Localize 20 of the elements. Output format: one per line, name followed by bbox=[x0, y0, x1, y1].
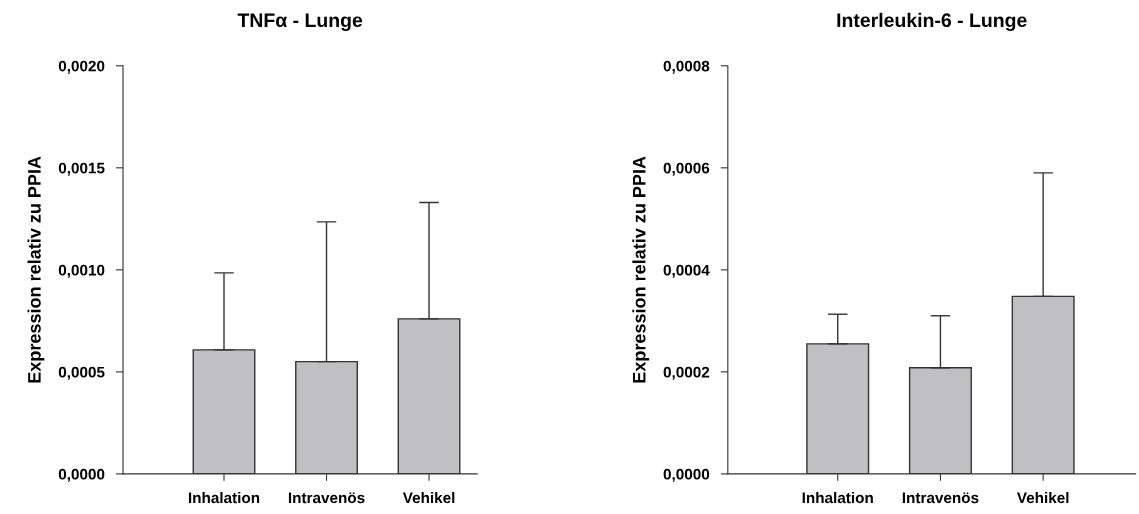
y-tick-label: 0,0002 bbox=[663, 366, 710, 380]
y-tick-label: 0,0005 bbox=[58, 366, 105, 380]
y-tick-label: 0,0020 bbox=[58, 60, 105, 74]
x-tick-label: Vehikel bbox=[402, 491, 455, 504]
x-tick-label: Inhalation bbox=[188, 491, 260, 504]
y-axis-title: Expression relativ zu PPIA bbox=[632, 156, 650, 383]
y-axis-title: Expression relativ zu PPIA bbox=[27, 156, 45, 383]
x-tick-label: Intravenös bbox=[902, 492, 979, 504]
y-tick-label: 0,0000 bbox=[663, 468, 710, 482]
y-tick-label: 0,0010 bbox=[58, 264, 105, 278]
x-tick-label: Inhalation bbox=[802, 491, 873, 504]
y-tick-label: 0,0008 bbox=[663, 60, 710, 74]
y-tick-label: 0,0006 bbox=[663, 162, 710, 176]
y-tick-label: 0,0015 bbox=[58, 162, 105, 176]
y-tick-label: 0,0000 bbox=[58, 468, 105, 482]
x-tick-label: Vehikel bbox=[1016, 491, 1069, 504]
x-tick-label: Intravenös bbox=[288, 492, 365, 504]
chart-title: Interleukin-6 - Lunge bbox=[837, 12, 1027, 32]
y-tick-label: 0,0004 bbox=[663, 264, 710, 278]
chart-title: TNFα - Lunge bbox=[237, 13, 363, 32]
